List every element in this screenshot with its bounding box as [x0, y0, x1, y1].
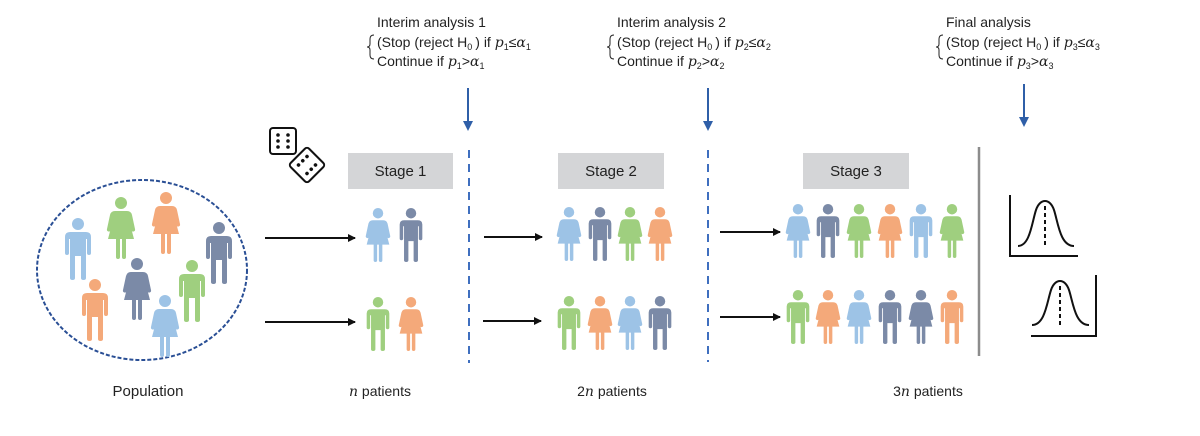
analysis-arrows — [463, 84, 1029, 131]
male-person-icon — [878, 290, 902, 344]
female-person-icon — [647, 207, 673, 261]
stop-rule: (Stop (reject H0) if p2≤α2 — [617, 34, 771, 52]
stage-box-3: Stage 3 — [803, 153, 909, 189]
stage-2-arm-a-patients — [556, 207, 673, 261]
female-person-icon — [151, 192, 181, 254]
female-person-icon — [877, 204, 903, 258]
stage-2-label: Stage 2 — [585, 163, 637, 180]
allocation-arrows — [265, 228, 781, 326]
population-circle — [36, 179, 248, 361]
female-person-icon — [939, 204, 965, 258]
stop-rule: (Stop (reject H0) if p3≤α3 — [946, 34, 1100, 52]
continue-rule: Continue if p2>α2 — [617, 53, 724, 71]
stage-1-patients: n patients — [349, 383, 411, 400]
female-person-icon — [846, 204, 872, 258]
analysis-title: Interim analysis 2 — [617, 14, 726, 30]
population-label: Population — [113, 383, 184, 400]
male-person-icon — [557, 296, 581, 350]
analysis-title: Interim analysis 1 — [377, 14, 486, 30]
female-person-icon — [846, 290, 872, 344]
stage-3-arm-a-patients — [785, 204, 965, 258]
female-person-icon — [815, 290, 841, 344]
stage-box-2: Stage 2 — [558, 153, 664, 189]
male-person-icon — [940, 290, 964, 344]
analysis-rule-3: Final analysis (Stop (reject H0) if p3≤α3… — [935, 14, 1100, 71]
analysis-title: Final analysis — [946, 14, 1031, 30]
continue-rule: Continue if p1>α1 — [377, 53, 484, 71]
male-person-icon — [786, 290, 810, 344]
population-group — [65, 192, 232, 357]
female-person-icon — [122, 258, 152, 320]
stage-box-1: Stage 1 — [348, 153, 453, 189]
male-person-icon — [206, 222, 232, 284]
stage-3-label: Stage 3 — [830, 163, 882, 180]
stage-2-arm-b-patients — [557, 296, 672, 350]
female-person-icon — [617, 296, 643, 350]
male-person-icon — [179, 260, 205, 322]
stage-3-patients: 3n patients — [893, 383, 963, 400]
stage-1-arm-b-patients — [366, 297, 424, 351]
male-person-icon — [82, 279, 108, 341]
stage-2-patients: 2n patients — [577, 383, 647, 400]
normal-distribution-icon — [1009, 195, 1078, 257]
male-person-icon — [816, 204, 840, 258]
female-person-icon — [150, 295, 180, 357]
male-person-icon — [588, 207, 612, 261]
female-person-icon — [617, 207, 643, 261]
female-person-icon — [785, 204, 811, 258]
male-person-icon — [909, 204, 933, 258]
male-person-icon — [399, 208, 423, 262]
male-person-icon — [648, 296, 672, 350]
female-person-icon — [908, 290, 934, 344]
continue-rule: Continue if p3>α3 — [946, 53, 1053, 71]
analysis-rule-1: Interim analysis 1 (Stop (reject H0) if p… — [366, 14, 531, 71]
stage-1-label: Stage 1 — [375, 163, 427, 180]
dice-icon — [269, 127, 326, 184]
female-person-icon — [556, 207, 582, 261]
stage-1-arm-a-patients — [365, 208, 423, 262]
analysis-rule-2: Interim analysis 2 (Stop (reject H0) if p… — [606, 14, 771, 71]
female-person-icon — [398, 297, 424, 351]
male-person-icon — [366, 297, 390, 351]
male-person-icon — [65, 218, 91, 280]
female-person-icon — [365, 208, 391, 262]
female-person-icon — [587, 296, 613, 350]
stage-3-arm-b-patients — [786, 290, 964, 344]
normal-distribution-icon — [1031, 275, 1097, 337]
female-person-icon — [106, 197, 136, 259]
stop-rule: (Stop (reject H0) if p1≤α1 — [377, 34, 531, 52]
